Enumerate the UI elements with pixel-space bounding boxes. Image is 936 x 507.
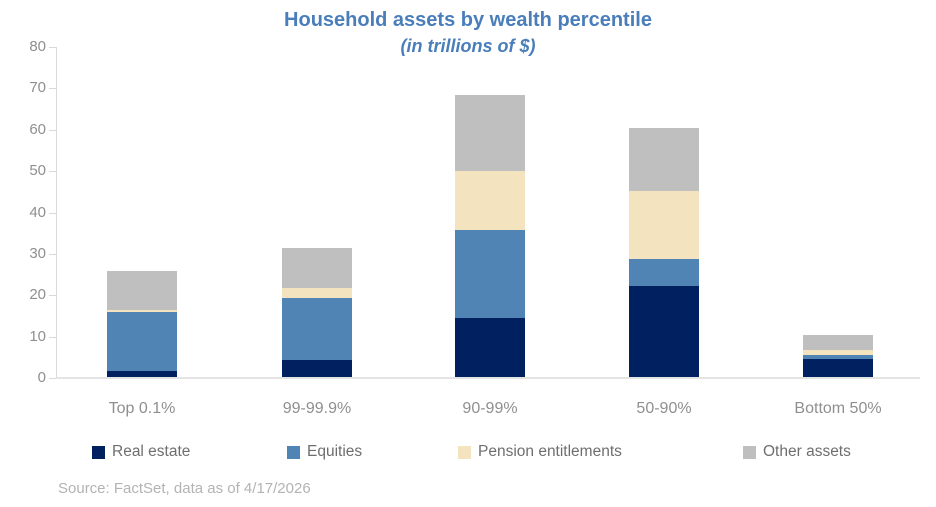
bar-segment-pension-entitlements <box>629 190 699 260</box>
bar-top-0-1 <box>107 271 177 378</box>
chart-title: Household assets by wealth percentile <box>284 9 652 31</box>
bar-segment-other-assets <box>803 334 873 351</box>
bar-segment-equities <box>455 230 525 318</box>
y-axis-tick-mark <box>49 130 56 131</box>
bar-90-99 <box>455 94 525 378</box>
bar-segment-equities <box>282 298 352 361</box>
bar-segment-equities <box>107 312 177 371</box>
bar-50-90 <box>629 128 699 378</box>
bar-segment-pension-entitlements <box>803 350 873 356</box>
bar-segment-equities <box>803 355 873 359</box>
y-axis-tick-mark <box>49 47 56 48</box>
x-axis-label-99-99-9: 99-99.9% <box>282 400 352 417</box>
bar-segment-other-assets <box>455 94 525 172</box>
source-note: Source: FactSet, data as of 4/17/2026 <box>58 480 311 497</box>
legend-swatch-real-estate-icon <box>92 445 105 459</box>
bar-segment-real-estate <box>455 317 525 378</box>
legend-label-pension-entitlements: Pension entitlements <box>478 443 622 460</box>
bar-segment-other-assets <box>629 128 699 191</box>
legend-swatch-pension-entitlements-icon <box>458 445 471 459</box>
bar-segment-pension-entitlements <box>282 287 352 299</box>
y-axis-tick-mark <box>49 213 56 214</box>
legend-swatch-equities-icon <box>287 445 300 459</box>
y-axis-tick-mark <box>49 254 56 255</box>
legend-label-equities: Equities <box>307 443 363 460</box>
y-axis-tick-mark <box>49 378 56 379</box>
y-axis-line <box>56 47 57 378</box>
y-axis-tick-mark <box>49 337 56 338</box>
bar-segment-real-estate <box>282 360 352 378</box>
bar-segment-equities <box>629 259 699 287</box>
y-axis-tick-label: 0 <box>37 369 46 386</box>
x-axis-label-50-90: 50-90% <box>636 400 692 417</box>
legend-item-other-assets: Other assets <box>743 443 851 461</box>
legend-label-other-assets: Other assets <box>763 443 851 460</box>
x-axis-label-top-0-1: Top 0.1% <box>108 400 176 417</box>
legend-label-real-estate: Real estate <box>112 443 191 460</box>
bar-segment-real-estate <box>629 286 699 378</box>
y-axis-tick-label: 10 <box>29 327 46 345</box>
y-axis-tick-label: 50 <box>29 162 46 180</box>
y-axis-tick-label: 40 <box>29 203 46 221</box>
legend-swatch-other-assets-icon <box>743 445 756 459</box>
bar-segment-pension-entitlements <box>455 171 525 231</box>
bar-bottom-50 <box>803 334 873 378</box>
bar-segment-real-estate <box>107 370 177 378</box>
legend-item-real-estate: Real estate <box>92 443 190 461</box>
y-axis-tick-label: 60 <box>29 120 46 138</box>
bar-segment-real-estate <box>803 358 873 378</box>
bar-segment-other-assets <box>107 271 177 310</box>
y-axis-tick-label: 20 <box>29 286 46 304</box>
x-axis-line <box>56 377 920 379</box>
bar-segment-pension-entitlements <box>107 309 177 313</box>
x-axis-label-90-99: 90-99% <box>462 400 518 417</box>
y-axis-tick-mark <box>49 171 56 172</box>
y-axis-tick-label: 80 <box>29 38 46 55</box>
bar-99-99-9 <box>282 248 352 378</box>
y-axis-tick-label: 70 <box>29 79 46 97</box>
chart-subtitle: (in trillions of $) <box>400 36 536 56</box>
y-axis-tick-label: 30 <box>29 244 46 262</box>
bar-segment-other-assets <box>282 248 352 288</box>
chart-title-block: Household assets by wealth percentile (i… <box>0 8 936 58</box>
legend-item-equities: Equities <box>287 443 362 461</box>
x-axis-label-bottom-50: Bottom 50% <box>794 400 882 417</box>
y-axis-tick-mark <box>49 295 56 296</box>
legend-item-pension-entitlements: Pension entitlements <box>458 443 622 461</box>
y-axis-tick-mark <box>49 88 56 89</box>
